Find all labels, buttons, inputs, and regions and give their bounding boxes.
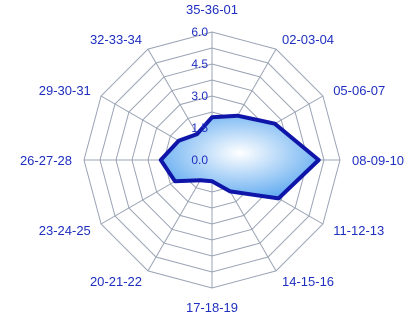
category-label: 17-18-19: [186, 300, 238, 315]
radial-tick-labels: 0.0 1.5 3.0 4.5 6.0: [191, 25, 208, 167]
category-label: 08-09-10: [352, 153, 404, 168]
radial-tick-label: 0.0: [191, 153, 208, 167]
category-labels: 35-36-01 02-03-04 05-06-07 08-09-10 11-12-13…: [20, 2, 404, 315]
category-label: 32-33-34: [90, 32, 142, 47]
category-label: 26-27-28: [20, 153, 72, 168]
category-label: 11-12-13: [333, 223, 384, 238]
category-label: 14-15-16: [282, 274, 334, 289]
radial-tick-label: 6.0: [191, 25, 208, 39]
category-label: 05-06-07: [333, 83, 385, 98]
series-polygon: [158, 113, 321, 201]
series-layer: [158, 113, 321, 201]
category-label: 02-03-04: [282, 32, 334, 47]
category-label: 35-36-01: [186, 2, 238, 17]
category-label: 23-24-25: [39, 223, 91, 238]
category-label: 29-30-31: [39, 83, 91, 98]
radial-tick-label: 1.5: [191, 121, 208, 135]
radial-tick-label: 3.0: [191, 89, 208, 103]
category-label: 20-21-22: [90, 274, 142, 289]
radial-tick-label: 4.5: [191, 57, 208, 71]
